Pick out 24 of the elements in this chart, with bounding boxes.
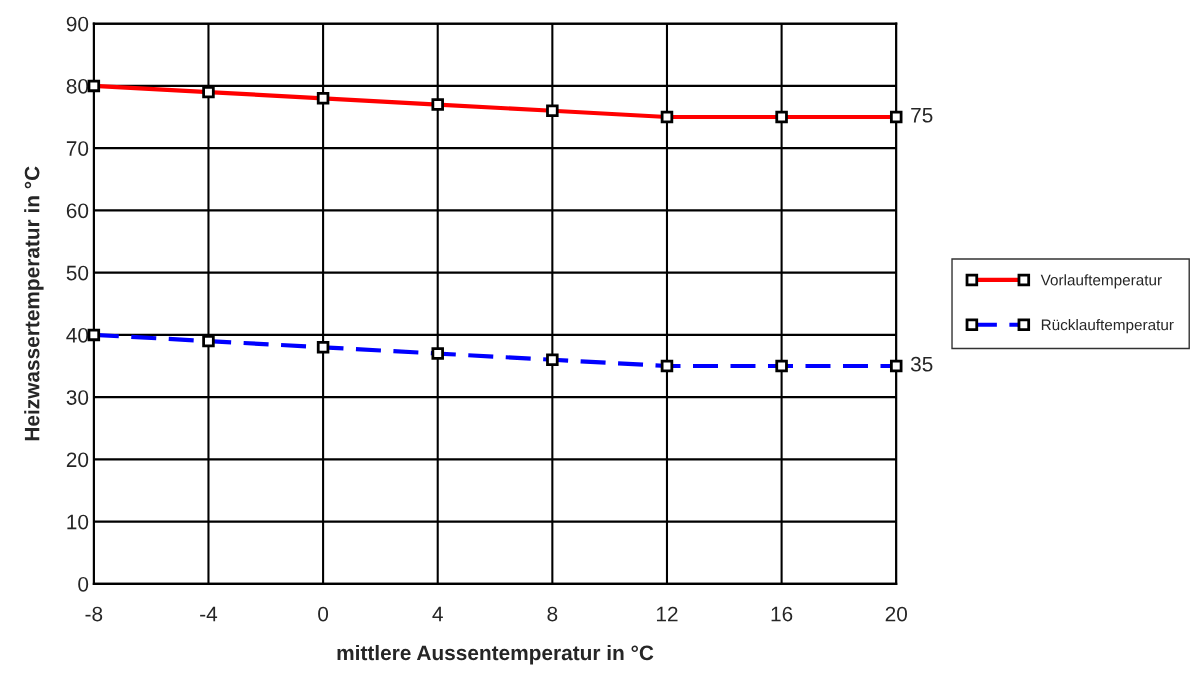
legend-label: Vorlauftemperatur: [1040, 274, 1162, 289]
x-tick-label: 4: [432, 606, 443, 622]
annotation: 75: [911, 108, 933, 123]
y-tick-label: 50: [66, 265, 89, 281]
y-tick-label: 70: [66, 141, 89, 156]
x-tick-label: -4: [200, 606, 218, 622]
y-axis-title: Heizwassertemperatur in °C: [24, 166, 44, 441]
x-tick-label: -8: [85, 606, 103, 622]
annotation: 35: [910, 356, 933, 372]
y-tick-label: 10: [67, 514, 89, 530]
y-tick-label: 90: [66, 16, 89, 32]
y-tick-label: 40: [66, 327, 89, 343]
y-tick-label: 60: [66, 203, 89, 219]
y-tick-label: 80: [66, 78, 89, 94]
y-tick-label: 20: [66, 452, 89, 468]
y-tick-label: 0: [78, 576, 89, 592]
x-tick-label: 8: [547, 606, 558, 622]
x-tick-label: 16: [771, 606, 793, 622]
y-tick-label: 30: [66, 390, 89, 405]
legend-label: Rücklauftemperatur: [1041, 319, 1174, 334]
x-axis-title: mittlere Aussentemperatur in °C: [337, 644, 654, 665]
x-tick-label: 20: [885, 606, 908, 622]
x-tick-label: 0: [318, 606, 329, 622]
x-tick-label: 12: [656, 606, 678, 622]
